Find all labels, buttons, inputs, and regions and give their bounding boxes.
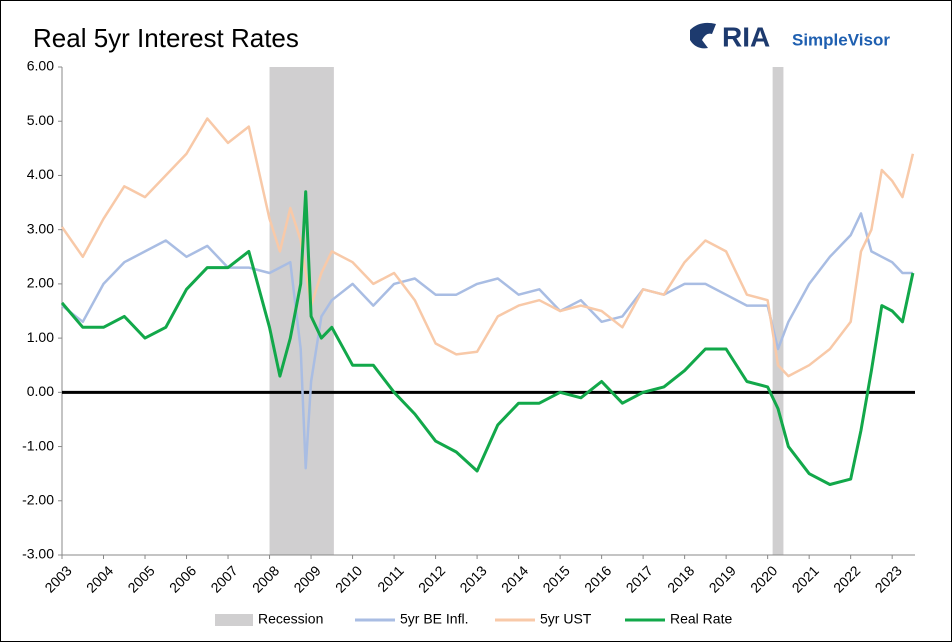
y-tick-label: 0.00 — [27, 383, 54, 399]
y-tick-label: 1.00 — [27, 329, 54, 345]
logo-product: SimpleVisor — [792, 30, 890, 49]
logo: RIA SimpleVisor — [690, 21, 890, 52]
y-tick-label: -3.00 — [22, 546, 54, 562]
series-line — [60, 117, 915, 378]
logo-icon — [690, 22, 716, 49]
y-tick-label: -2.00 — [22, 491, 54, 507]
chart-title: Real 5yr Interest Rates — [33, 23, 299, 53]
legend-label: 5yr BE Infl. — [400, 611, 468, 627]
series-line — [60, 190, 915, 486]
legend-label: Recession — [258, 611, 323, 627]
y-tick-label: 2.00 — [27, 275, 54, 291]
legend-label: 5yr UST — [540, 611, 592, 627]
y-tick-label: 3.00 — [27, 220, 54, 236]
series-line — [61, 212, 913, 470]
recession-band — [269, 67, 334, 555]
y-tick-label: 4.00 — [27, 166, 54, 182]
y-tick-label: 5.00 — [27, 112, 54, 128]
y-tick-label: 6.00 — [27, 58, 54, 74]
logo-brand: RIA — [722, 21, 770, 52]
legend-label: Real Rate — [670, 611, 732, 627]
legend-swatch — [215, 614, 253, 626]
y-tick-label: -1.00 — [22, 437, 54, 453]
recession-band — [772, 67, 784, 555]
